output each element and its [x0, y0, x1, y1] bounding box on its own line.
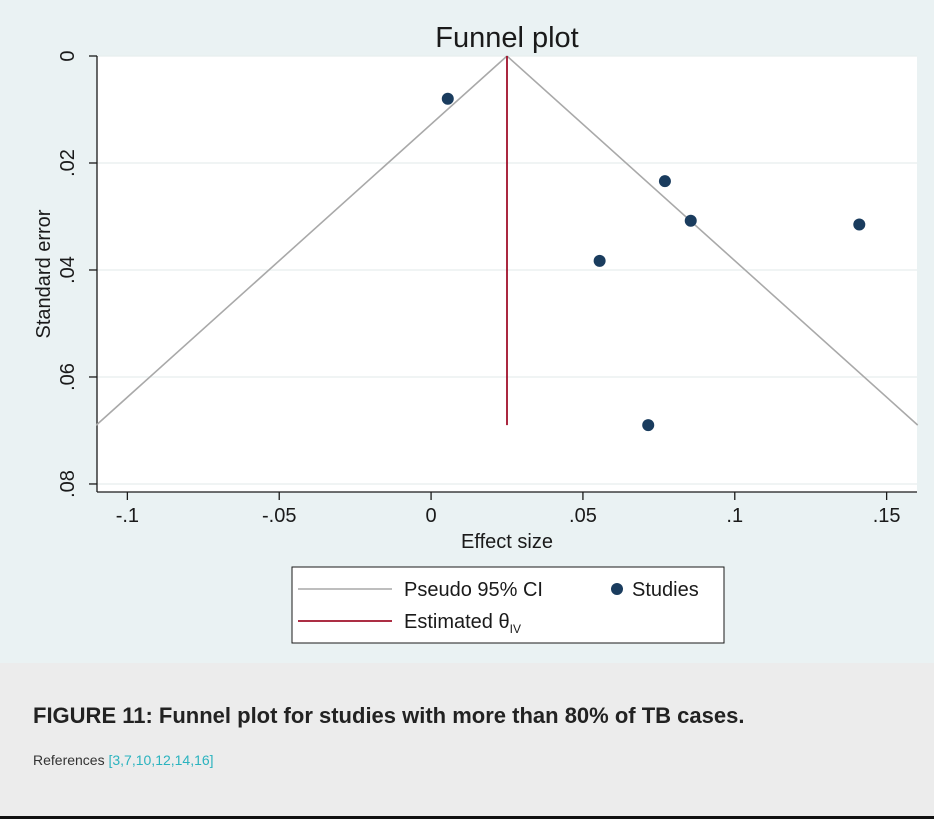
study-point: [441, 92, 454, 105]
legend-ci-label: Pseudo 95% CI: [404, 579, 543, 601]
y-tick-label: .08: [57, 470, 79, 498]
references-links[interactable]: [3,7,10,12,14,16]: [108, 752, 214, 768]
x-tick-label: -.1: [116, 505, 139, 527]
legend: Pseudo 95% CI Studies Estimated θIV: [291, 566, 725, 644]
x-tick-label: -.05: [262, 505, 296, 527]
figure-caption-references: References [3,7,10,12,14,16]: [33, 752, 214, 768]
x-tick-label: .1: [726, 505, 743, 527]
study-points: [441, 92, 866, 432]
y-tick-label: .06: [57, 363, 79, 391]
y-tick-label: 0: [57, 50, 79, 61]
chart-title: Funnel plot: [435, 22, 579, 54]
funnel-plot-chart: Funnel plot -.1 -.05 0 .05 .1 .15 0 .02 .04 .06.…: [33, 22, 919, 644]
legend-estimate-subscript: IV: [510, 622, 521, 636]
caption-panel: [0, 663, 934, 816]
x-tick-label: 0: [426, 505, 437, 527]
study-point: [593, 254, 606, 267]
y-axis-label: Standard error: [33, 209, 55, 338]
y-tick-label: .04: [57, 256, 79, 284]
figure-caption-title: FIGURE 11: Funnel plot for studies with …: [33, 703, 745, 728]
ci-right-line: [506, 55, 919, 426]
x-axis-ticks: -.1 -.05 0 .05 .1 .15: [116, 492, 901, 527]
y-tick-label: .02: [57, 149, 79, 177]
legend-estimate-word: Estimated: [404, 611, 493, 633]
study-point: [658, 175, 671, 188]
legend-box: [291, 566, 725, 644]
y-axis-ticks: 0 .02 .04 .06 .08: [57, 50, 97, 498]
x-tick-label: .05: [569, 505, 597, 527]
x-tick-label: .15: [873, 505, 901, 527]
x-axis-label: Effect size: [461, 531, 553, 553]
legend-studies-swatch: [611, 583, 623, 595]
references-label: References: [33, 752, 109, 768]
study-point: [684, 214, 697, 227]
bottom-divider: [0, 816, 934, 819]
study-point: [642, 419, 655, 432]
legend-studies-label: Studies: [632, 579, 699, 601]
legend-theta-symbol: θ: [499, 611, 510, 633]
funnel-lines: [95, 55, 919, 426]
study-point: [853, 218, 866, 231]
legend-estimate-label: Estimated θIV: [404, 611, 521, 636]
ci-left-line: [95, 55, 508, 426]
